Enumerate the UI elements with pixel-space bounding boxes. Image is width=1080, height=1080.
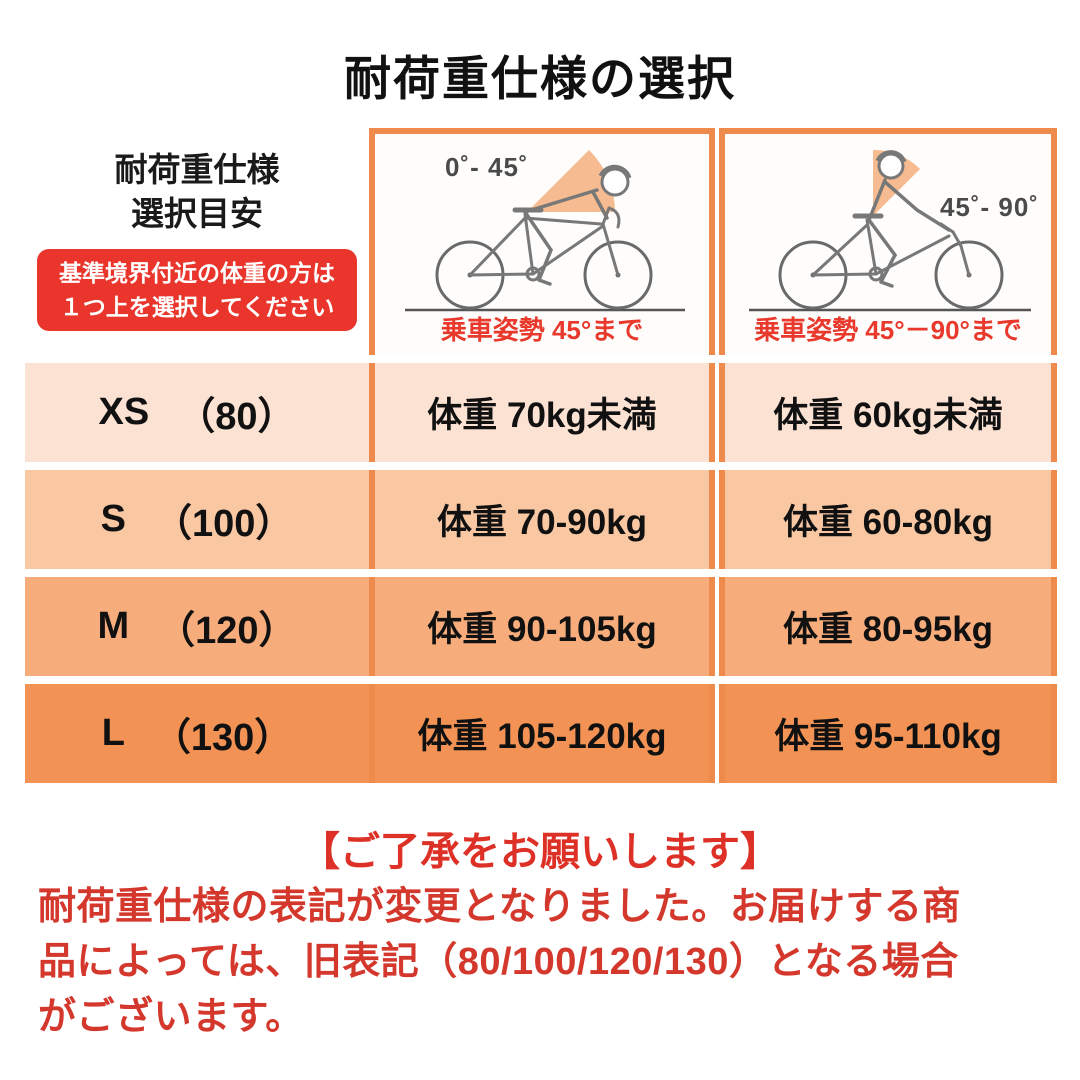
column-gap bbox=[715, 128, 719, 355]
old-code-label: （120） bbox=[157, 610, 297, 652]
notice-line2: １つ上を選択してください bbox=[59, 294, 335, 321]
load-spec-table: 耐荷重仕様 選択目安 基準境界付近の体重の方は １つ上を選択してください 0˚-… bbox=[25, 128, 1057, 783]
size-label: XS bbox=[98, 391, 150, 433]
header-lean-posture-cell: 0˚- 45˚ bbox=[369, 128, 715, 355]
lean-angle-wedge bbox=[527, 150, 615, 212]
column-gap bbox=[715, 684, 719, 783]
size-cell-s: S （100） bbox=[25, 470, 369, 569]
header-guide-title-line1: 耐荷重仕様 bbox=[114, 151, 280, 188]
header-upright-posture-cell: 45˚- 90˚ bbox=[719, 128, 1057, 355]
table-row-l: L （130） 体重 105-120kg 体重 95-110kg bbox=[25, 684, 1057, 783]
lean-weight-cell-m: 体重 90-105kg bbox=[369, 577, 715, 676]
header-guide-title-line2: 選択目安 bbox=[131, 194, 263, 232]
table-header-row: 耐荷重仕様 選択目安 基準境界付近の体重の方は １つ上を選択してください 0˚-… bbox=[25, 128, 1057, 355]
lean-weight-value: 体重 105-120kg bbox=[417, 717, 667, 756]
lean-weight-cell-s: 体重 70-90kg bbox=[369, 470, 715, 569]
table-row-m: M （120） 体重 90-105kg 体重 80-95kg bbox=[25, 577, 1057, 676]
size-cell-m: M （120） bbox=[25, 577, 369, 676]
upright-weight-cell-s: 体重 60-80kg bbox=[719, 470, 1057, 569]
size-cell-l: L （130） bbox=[25, 684, 369, 783]
column-gap bbox=[715, 363, 719, 462]
old-code-label: （130） bbox=[152, 717, 293, 759]
cyclist-leaning-illustration-icon bbox=[405, 150, 685, 312]
upright-angle-label: 45˚- 90˚ bbox=[939, 192, 1039, 222]
upright-weight-value: 体重 60kg未満 bbox=[773, 396, 1003, 435]
lean-weight-value: 体重 90-105kg bbox=[427, 610, 657, 649]
lean-weight-cell-l: 体重 105-120kg bbox=[369, 684, 715, 783]
size-cell-xs: XS （80） bbox=[25, 363, 369, 462]
lean-angle-label: 0˚- 45˚ bbox=[445, 152, 529, 182]
footer-notice-line1: 耐荷重仕様の表記が変更となりました。お届けする商 bbox=[38, 886, 961, 928]
table-row-s: S （100） 体重 70-90kg 体重 60-80kg bbox=[25, 470, 1057, 569]
size-label: S bbox=[100, 498, 126, 540]
size-label: L bbox=[101, 712, 125, 754]
lean-weight-value: 体重 70-90kg bbox=[436, 503, 648, 542]
notice-line1: 基準境界付近の体重の方は bbox=[59, 259, 335, 286]
lean-weight-cell-xs: 体重 70kg未満 bbox=[369, 363, 715, 462]
upright-weight-cell-xs: 体重 60kg未満 bbox=[719, 363, 1057, 462]
footer-notice-line3: がございます。 bbox=[38, 996, 304, 1038]
upright-caption: 乗車姿勢 45°－90°まで bbox=[754, 315, 1022, 345]
size-label: M bbox=[97, 605, 130, 647]
column-gap bbox=[715, 470, 719, 569]
lean-weight-value: 体重 70kg未満 bbox=[427, 396, 657, 435]
table-row-xs: XS （80） 体重 70kg未満 体重 60kg未満 bbox=[25, 363, 1057, 462]
cyclist-upright-illustration-icon bbox=[749, 150, 1031, 312]
old-code-label: （80） bbox=[177, 396, 296, 438]
upright-weight-cell-l: 体重 95-110kg bbox=[719, 684, 1057, 783]
upright-weight-cell-m: 体重 80-95kg bbox=[719, 577, 1057, 676]
column-gap bbox=[715, 577, 719, 676]
upright-weight-value: 体重 95-110kg bbox=[774, 717, 1002, 756]
footer-notice-line2: 品によっては、旧表記（80/100/120/130）となる場合 bbox=[38, 941, 959, 983]
lean-caption: 乗車姿勢 45°まで bbox=[440, 315, 644, 345]
footer-heading: 【ご了承をお願いします】 bbox=[300, 830, 780, 874]
upright-weight-value: 体重 80-95kg bbox=[782, 610, 994, 649]
upright-weight-value: 体重 60-80kg bbox=[782, 503, 994, 542]
footer-notice-text: 耐荷重仕様の表記が変更となりました。お届けする商 品によっては、旧表記（80/1… bbox=[38, 880, 1048, 1045]
notice-box: 基準境界付近の体重の方は １つ上を選択してください bbox=[37, 249, 357, 332]
old-code-label: （100） bbox=[153, 503, 294, 545]
header-guide-cell: 耐荷重仕様 選択目安 基準境界付近の体重の方は １つ上を選択してください bbox=[25, 128, 369, 355]
header-guide-title: 耐荷重仕様 選択目安 bbox=[25, 148, 369, 235]
page-title: 耐荷重仕様の選択 bbox=[344, 52, 736, 107]
